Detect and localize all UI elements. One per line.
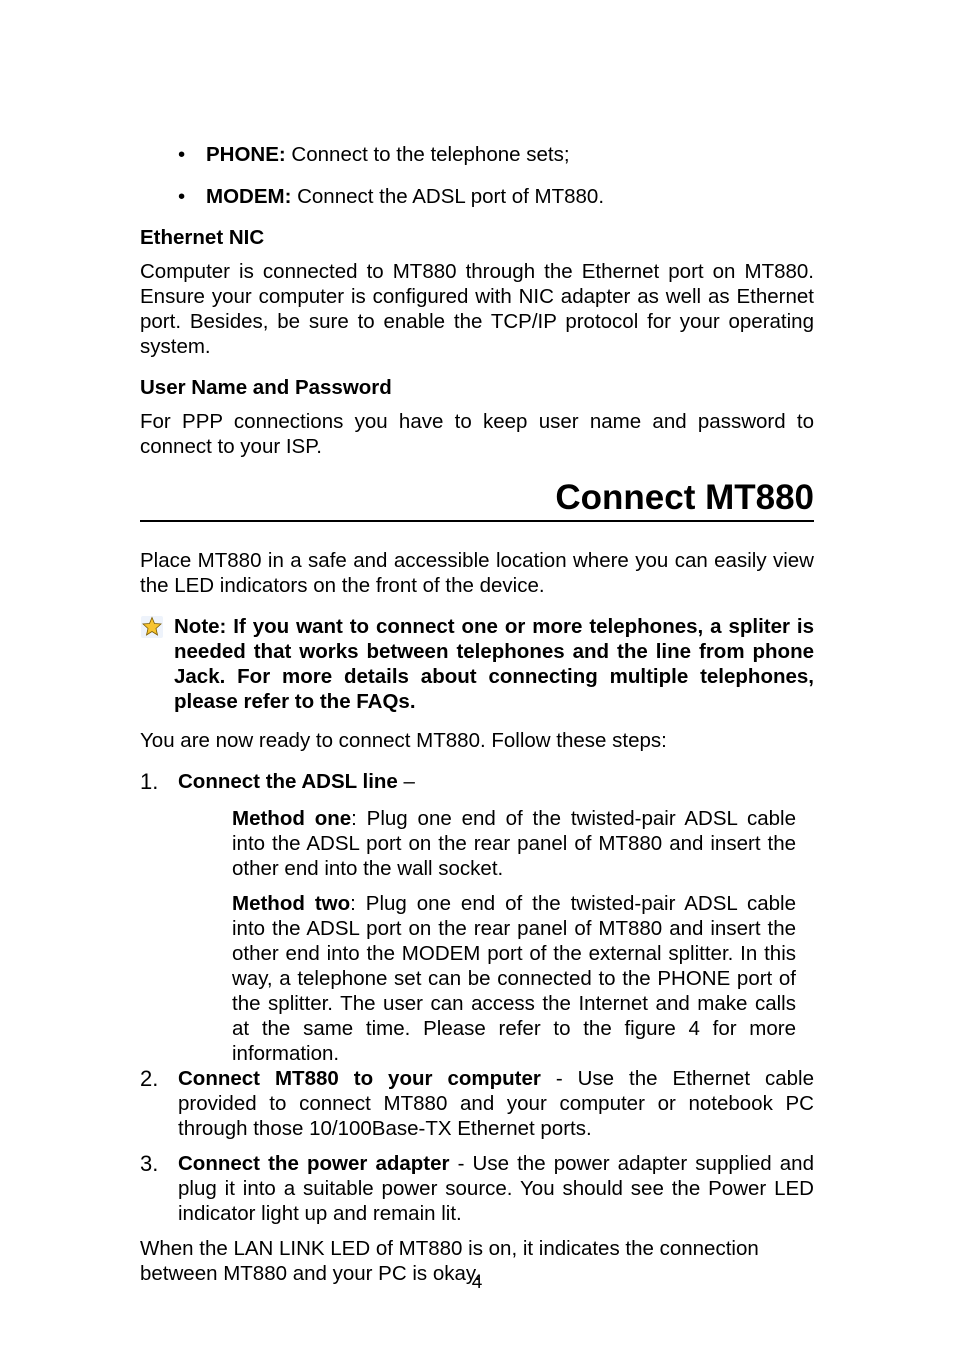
step-lead-bold: Connect the ADSL line xyxy=(178,770,398,793)
step-3: 3. Connect the power adapter - Use the p… xyxy=(140,1151,814,1226)
bullet-text: PHONE: Connect to the telephone sets; xyxy=(206,142,570,168)
steps-list: 1. Connect the ADSL line – Method one: P… xyxy=(140,769,814,1226)
step-lead-rest: – xyxy=(398,770,415,793)
bullet-modem: • MODEM: Connect the ADSL port of MT880. xyxy=(178,184,814,210)
step-number: 2. xyxy=(140,1066,178,1141)
para-ready: You are now ready to connect MT880. Foll… xyxy=(140,728,814,753)
note-star-icon xyxy=(140,614,174,714)
para-user-password: For PPP connections you have to keep use… xyxy=(140,409,814,459)
step-number: 1. xyxy=(140,769,178,796)
section-divider: Connect MT880 xyxy=(140,479,814,523)
bullet-label: MODEM: xyxy=(206,185,291,208)
bullet-label: PHONE: xyxy=(206,143,286,166)
para-intro: Place MT880 in a safe and accessible loc… xyxy=(140,548,814,598)
step-body: Connect MT880 to your computer - Use the… xyxy=(178,1066,814,1141)
step-lead-bold: Connect MT880 to your computer xyxy=(178,1067,541,1090)
bullet-rest: Connect to the telephone sets; xyxy=(286,143,570,166)
para-ethernet-nic: Computer is connected to MT880 through t… xyxy=(140,259,814,359)
document-page: • PHONE: Connect to the telephone sets; … xyxy=(0,0,954,1352)
bullet-phone: • PHONE: Connect to the telephone sets; xyxy=(178,142,814,168)
heading-ethernet-nic: Ethernet NIC xyxy=(140,225,832,251)
step-body: Connect the ADSL line – xyxy=(178,769,814,796)
method-label: Method two xyxy=(232,892,350,915)
step-lead-bold: Connect the power adapter xyxy=(178,1152,450,1175)
bullet-dot-icon: • xyxy=(178,184,206,210)
step-1-method-two: Method two: Plug one end of the twisted-… xyxy=(232,891,796,1066)
page-number: 4 xyxy=(0,1272,954,1294)
step-body: Connect the power adapter - Use the powe… xyxy=(178,1151,814,1226)
bullet-text: MODEM: Connect the ADSL port of MT880. xyxy=(206,184,604,210)
definition-list: • PHONE: Connect to the telephone sets; … xyxy=(122,142,832,209)
note-body: If you want to connect one or more telep… xyxy=(174,615,814,713)
note-label: Note: xyxy=(174,615,226,638)
step-1: 1. Connect the ADSL line – xyxy=(140,769,814,796)
step-number: 3. xyxy=(140,1151,178,1226)
method-label: Method one xyxy=(232,807,351,830)
bullet-rest: Connect the ADSL port of MT880. xyxy=(291,185,604,208)
heading-user-password: User Name and Password xyxy=(140,375,832,401)
section-title: Connect MT880 xyxy=(140,479,814,518)
note-text: Note: If you want to connect one or more… xyxy=(174,614,814,714)
step-2: 2. Connect MT880 to your computer - Use … xyxy=(140,1066,814,1141)
step-1-method-one: Method one: Plug one end of the twisted-… xyxy=(232,806,796,881)
bullet-dot-icon: • xyxy=(178,142,206,168)
method-text: : Plug one end of the twisted-pair ADSL … xyxy=(232,892,796,1065)
note-callout: Note: If you want to connect one or more… xyxy=(140,614,814,714)
